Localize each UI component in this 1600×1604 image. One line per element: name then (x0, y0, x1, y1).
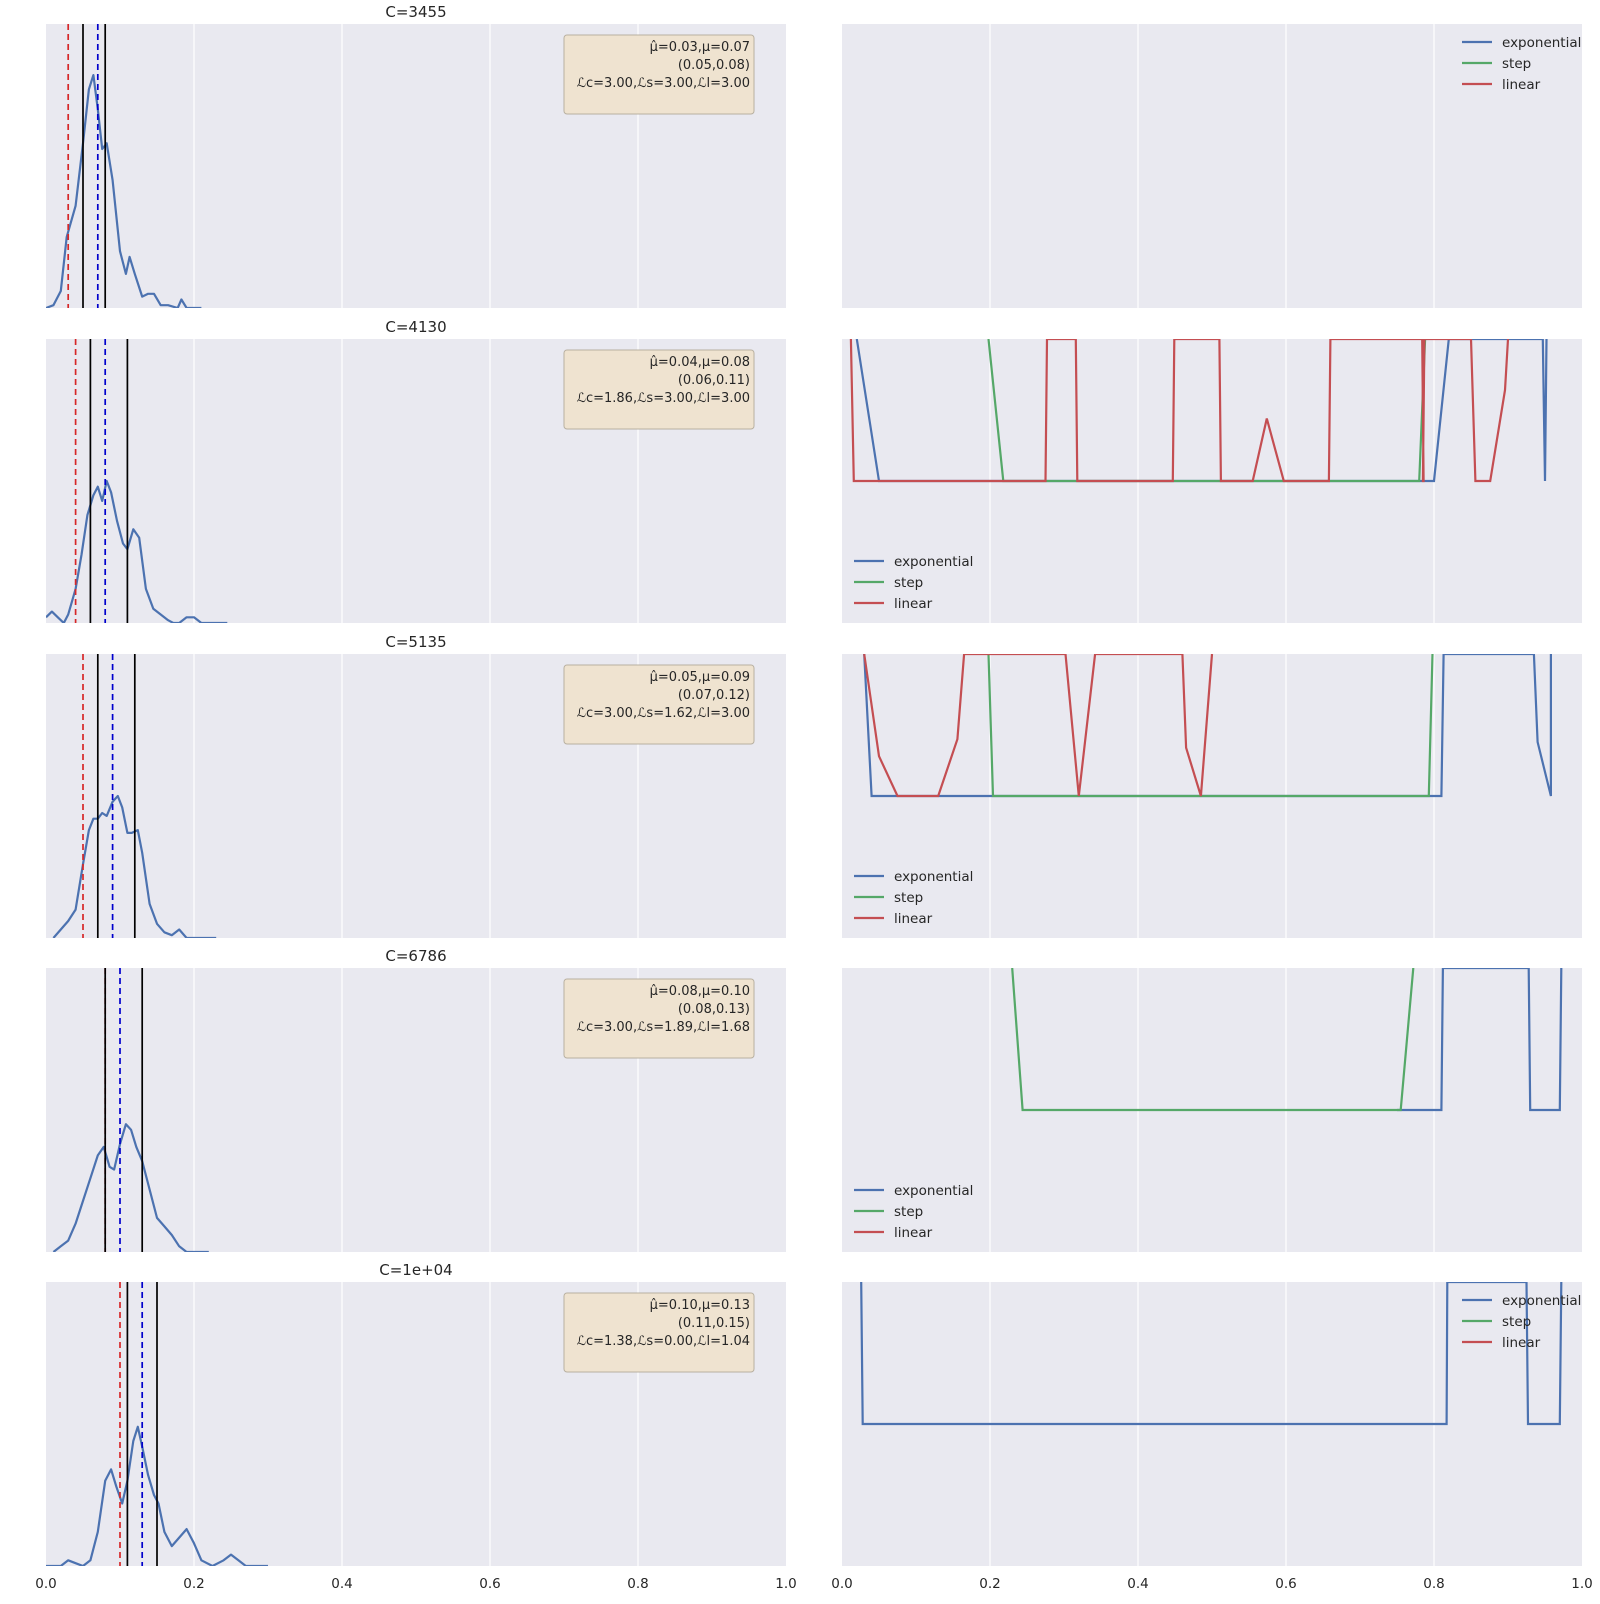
annotation-text: μ̂=0.05,μ=0.09 (650, 670, 750, 685)
annotation-text: (0.06,0.11) (678, 373, 750, 388)
series-line-exponential (860, 1282, 1563, 1426)
left-panel-5: C=1e+04 μ̂=0.10,μ=0.13 (0.11,0.15) ℒc=1.38,… (35, 1261, 796, 1592)
panel-title: C=6786 (385, 947, 446, 965)
density-line (52, 1123, 209, 1252)
left-panel-4: C=6786 μ̂=0.08,μ=0.10 (0.08,0.13) ℒc=3.00,ℒ… (46, 947, 786, 1252)
legend-label: linear (894, 1225, 933, 1241)
plot-content (849, 339, 1548, 483)
legend-label: linear (894, 596, 933, 612)
annotation-box (563, 34, 755, 115)
legend-label: step (894, 1204, 923, 1220)
x-tick-label: 0.0 (35, 1576, 56, 1592)
x-tick-label: 0.4 (331, 1576, 352, 1592)
right-panel-5: exponential step linear 0.0 0.2 0.4 0.6 0.8 1.0 (831, 1282, 1593, 1592)
legend-label: step (894, 575, 923, 591)
legend-label: step (1502, 1314, 1531, 1330)
x-tick-label: 0.6 (479, 1576, 500, 1592)
panel-title: C=5135 (385, 633, 446, 651)
x-tick-label: 0.0 (831, 1576, 852, 1592)
left-panel-3: C=5135 μ̂=0.05,μ=0.09 (0.07,0.12) ℒc=3.00,ℒ… (46, 633, 786, 938)
plot-content (52, 654, 217, 938)
legend-label: exponential (1502, 1293, 1581, 1309)
annotation-text: (0.07,0.12) (678, 688, 750, 703)
legend-label: step (1502, 56, 1531, 72)
annotation-text: (0.08,0.13) (678, 1002, 750, 1017)
series-line-exponential (1397, 968, 1563, 1112)
legend-label: exponential (894, 1183, 973, 1199)
annotation-box (563, 1292, 755, 1373)
x-tick-label: 0.8 (1423, 1576, 1444, 1592)
annotation-box (563, 978, 755, 1059)
series-line-linear (849, 339, 1510, 483)
right-panel-4: exponential step linear (842, 968, 1582, 1252)
x-tick-label: 0.4 (1127, 1576, 1148, 1592)
annotation-text: (0.11,0.15) (678, 1316, 750, 1331)
right-panel-2: exponential step linear (842, 339, 1582, 623)
legend-label: linear (894, 911, 933, 927)
plot-content (1011, 968, 1563, 1112)
panel-title: C=1e+04 (379, 1261, 452, 1279)
legend-label: linear (1502, 77, 1541, 93)
plot-content (863, 654, 1552, 798)
annotation-text: μ̂=0.03,μ=0.07 (650, 40, 750, 55)
series-line-exponential (863, 654, 1552, 798)
legend-label: linear (1502, 1335, 1541, 1351)
right-panel-1: exponential step linear (842, 24, 1582, 308)
density-line (46, 1425, 268, 1566)
annotation-text: ℒc=1.86,ℒs=3.00,ℒl=3.00 (577, 391, 750, 406)
plot-content (860, 1282, 1563, 1426)
x-tick-label: 0.8 (627, 1576, 648, 1592)
density-line (46, 74, 202, 308)
annotation-text: ℒc=1.38,ℒs=0.00,ℒl=1.04 (577, 1334, 750, 1349)
legend-label: step (894, 890, 923, 906)
legend-label: exponential (894, 554, 973, 570)
plot-content (52, 968, 209, 1252)
left-panel-1: C=3455 μ̂=0.03,μ=0.07 (0.05,0.08) ℒc=3.00,ℒ… (46, 3, 786, 308)
x-tick-label: 1.0 (1571, 1576, 1592, 1592)
annotation-text: μ̂=0.04,μ=0.08 (650, 355, 750, 370)
series-line-step (987, 654, 1434, 798)
legend-label: exponential (894, 869, 973, 885)
plot-area (842, 24, 1582, 308)
legend-label: exponential (1502, 35, 1581, 51)
panel-title: C=3455 (385, 3, 446, 21)
plot-content (46, 1282, 268, 1566)
left-panel-2: C=4130 μ̂=0.04,μ=0.08 (0.06,0.11) ℒc=1.86,ℒ… (46, 318, 786, 623)
annotation-text: ℒc=3.00,ℒs=1.89,ℒl=1.68 (577, 1020, 750, 1035)
density-line (46, 479, 228, 623)
annotation-text: (0.05,0.08) (678, 58, 750, 73)
annotation-box (563, 664, 755, 745)
x-tick-label: 0.6 (1275, 1576, 1296, 1592)
annotation-text: μ̂=0.10,μ=0.13 (650, 1298, 750, 1313)
plot-content (46, 24, 202, 308)
annotation-text: ℒc=3.00,ℒs=3.00,ℒl=3.00 (577, 76, 750, 91)
series-line-step (1011, 968, 1415, 1112)
annotation-box (563, 349, 755, 430)
x-tick-label: 1.0 (775, 1576, 796, 1592)
annotation-text: μ̂=0.08,μ=0.10 (650, 984, 750, 999)
plot-content (46, 339, 228, 623)
x-tick-label: 0.2 (979, 1576, 1000, 1592)
density-line (52, 794, 217, 938)
series-line-linear (863, 654, 1214, 798)
right-panel-3: exponential step linear (842, 654, 1582, 938)
panel-title: C=4130 (385, 318, 446, 336)
x-tick-label: 0.2 (183, 1576, 204, 1592)
annotation-text: ℒc=3.00,ℒs=1.62,ℒl=3.00 (577, 706, 750, 721)
